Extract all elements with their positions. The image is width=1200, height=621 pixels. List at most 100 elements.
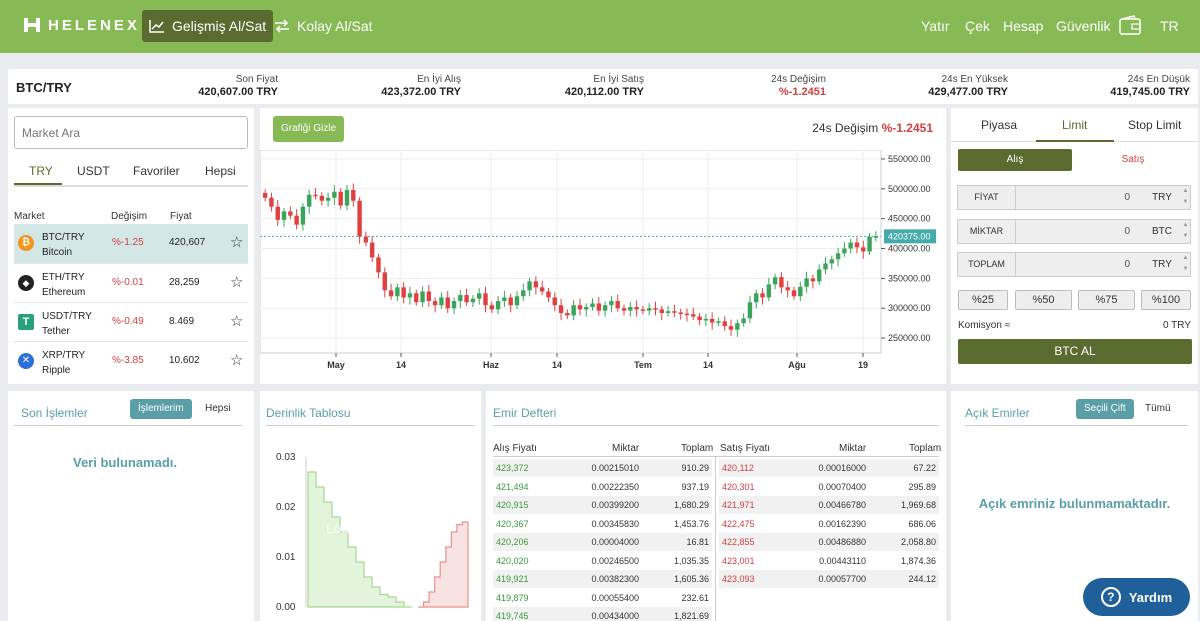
help-button[interactable]: ? Yardım <box>1083 578 1190 616</box>
market-row-xrp-name: XRP/TRY Ripple <box>42 350 86 376</box>
ask-amount: 0.00443110 <box>819 555 866 566</box>
orderbook-ask-row[interactable]: 420,112 0.00016000 67.22 <box>719 459 939 477</box>
market-search-input[interactable] <box>14 116 248 149</box>
total-field-label: TOPLAM <box>958 253 1016 276</box>
market-col-price[interactable]: Fiyat <box>170 211 192 222</box>
orderbook-bid-row[interactable]: 420,206 0.00004000 16.81 <box>493 533 712 551</box>
candle <box>873 231 879 242</box>
language-selector[interactable]: TR <box>1160 18 1179 34</box>
candle <box>754 289 759 309</box>
percent-75-button[interactable]: %75 <box>1078 290 1135 310</box>
candle <box>571 300 576 321</box>
orderbook-bid-row[interactable]: 421,494 0.00222350 937.19 <box>493 478 712 496</box>
orderbook-bid-row[interactable]: 419,879 0.00055400 232.61 <box>493 589 712 607</box>
bid-total: 1,821.69 <box>673 611 709 621</box>
nav-withdraw[interactable]: Çek <box>965 18 990 34</box>
favorite-star-icon[interactable]: ☆ <box>230 352 244 369</box>
orderbook-bid-row[interactable]: 419,921 0.00382300 1,605.36 <box>493 570 712 588</box>
order-type-stop-limit[interactable]: Stop Limit <box>1128 118 1182 132</box>
no-data-text: Veri bulunamadı. <box>72 455 178 470</box>
bid-total: 1,605.36 <box>673 574 709 584</box>
ask-price: 422,475 <box>722 518 755 529</box>
market-row-xrp-change: %-3.85 <box>112 355 144 366</box>
depth-chart[interactable]: 0.03 0.02 0.01 0.00 Loading... <box>260 441 481 621</box>
nav-account[interactable]: Hesap <box>1003 18 1044 34</box>
depth-y-tick-label: 0.03 <box>276 452 296 463</box>
market-row-eth[interactable]: ◆ ETH/TRY Ethereum %-0.01 28,259 ☆ <box>14 263 248 302</box>
orderbook-ask-row[interactable]: 423,001 0.00443110 1,874.36 <box>719 552 939 570</box>
orderbook-ask-row[interactable]: 423,093 0.00057700 244.12 <box>719 570 939 588</box>
amount-stepper[interactable]: ▲ ▼ <box>1182 222 1189 239</box>
bid-amount: 0.00345830 <box>591 518 639 529</box>
candle <box>646 303 652 316</box>
hide-chart-button[interactable]: Grafiği Gizle <box>273 116 344 142</box>
price-stepper[interactable]: ▲ ▼ <box>1182 188 1189 205</box>
candle <box>816 264 822 285</box>
market-row-usdt[interactable]: T USDT/TRY Tether %-0.49 8.469 ☆ <box>14 302 248 341</box>
price-field-label: FİYAT <box>958 186 1016 209</box>
orderbook-bid-row[interactable]: 420,367 0.00345830 1,453.76 <box>493 515 712 533</box>
candle <box>621 304 627 316</box>
buy-btc-button[interactable]: BTC AL <box>958 339 1192 364</box>
orderbook-ask-row[interactable]: 421,971 0.00466780 1,969.68 <box>719 496 939 514</box>
favorite-star-icon[interactable]: ☆ <box>230 234 244 251</box>
candle <box>829 255 834 270</box>
nav-advanced-trade[interactable]: Gelişmiş Al/Sat <box>142 10 274 42</box>
orderbook-panel: Emir Defteri Alış Fiyatı Miktar Toplam S… <box>486 391 946 621</box>
wallet-icon[interactable] <box>1119 15 1141 35</box>
market-tab-favorites[interactable]: Favoriler <box>133 164 180 178</box>
orderbook-bid-row[interactable]: 419,745 0.00434000 1,821.69 <box>493 607 712 621</box>
market-col-change[interactable]: Değişim <box>111 211 148 222</box>
nav-deposit[interactable]: Yatır <box>921 18 950 34</box>
candle <box>382 267 387 298</box>
all-orders-chip[interactable]: Tümü <box>1145 403 1171 414</box>
orderbook-bid-row[interactable]: 423,372 0.00215010 910.29 <box>493 459 712 477</box>
candle <box>420 286 425 308</box>
percent-25-button[interactable]: %25 <box>958 290 1008 310</box>
all-trades-chip[interactable]: Hepsi <box>205 403 231 414</box>
orderbook-bid-row[interactable]: 420,020 0.00246500 1,035.35 <box>493 552 712 570</box>
nav-security[interactable]: Güvenlik <box>1056 18 1111 34</box>
favorite-star-icon[interactable]: ☆ <box>230 274 244 291</box>
candlestick-chart[interactable]: 550000.00 500000.00 450000.00 400000.00 3500… <box>260 150 946 384</box>
price-tag <box>884 229 936 244</box>
buy-tab[interactable]: Alış <box>958 149 1072 171</box>
market-row-usdt-price: 8.469 <box>169 316 195 327</box>
candle <box>810 274 816 289</box>
brand-logo[interactable]: HELENEX <box>22 15 140 35</box>
order-type-limit[interactable]: Limit <box>1062 118 1088 132</box>
market-tab-all[interactable]: Hepsi <box>205 164 236 178</box>
market-row-xrp[interactable]: ✕ XRP/TRY Ripple %-3.85 10.602 ☆ <box>14 341 248 380</box>
orderbook-ask-row[interactable]: 420,301 0.00070400 295.89 <box>719 478 939 496</box>
amount-input[interactable]: 0 <box>1017 220 1136 243</box>
order-type-market[interactable]: Piyasa <box>981 118 1018 132</box>
y-tick-label: 300000.00 <box>888 303 931 313</box>
orderbook-ask-amount-header: Miktar <box>839 443 867 454</box>
bid-amount: 0.00434000 <box>591 611 639 621</box>
ask-amount: 0.00466780 <box>818 500 866 510</box>
orderbook-ask-row[interactable]: 422,855 0.00486880 2,058.80 <box>719 533 939 551</box>
bid-price: 423,372 <box>496 463 529 473</box>
sell-tab[interactable]: Satış <box>1121 154 1145 165</box>
my-trades-chip[interactable]: İşlemlerim <box>130 399 192 419</box>
favorite-star-icon[interactable]: ☆ <box>230 313 244 330</box>
selected-pair-chip[interactable]: Seçili Çift <box>1076 399 1134 419</box>
nav-advanced-trade-label: Gelişmiş Al/Sat <box>172 18 267 34</box>
percent-50-button[interactable]: %50 <box>1015 290 1072 310</box>
percent-100-button[interactable]: %100 <box>1141 290 1191 310</box>
price-input[interactable]: 0 <box>1017 186 1136 209</box>
price-tag-label: 420375.00 <box>888 231 931 241</box>
market-row-btc-change: %-1.25 <box>112 237 144 248</box>
market-col-market[interactable]: Market <box>14 211 45 222</box>
orderbook-ask-row[interactable]: 422,475 0.00162390 686.06 <box>719 515 939 533</box>
total-stepper[interactable]: ▲ ▼ <box>1182 255 1189 272</box>
orderbook-bid-row[interactable]: 420,915 0.00399200 1,680.29 <box>493 496 712 514</box>
market-tab-try[interactable]: TRY <box>29 164 53 178</box>
brand-name: HELENEX <box>48 16 140 34</box>
candle <box>779 272 784 294</box>
market-row-btc[interactable]: ₿ BTC/TRY Bitcoin %-1.25 420,607 ☆ <box>14 224 248 263</box>
market-tab-usdt[interactable]: USDT <box>77 164 110 178</box>
ask-total: 244.12 <box>908 574 936 584</box>
total-input[interactable]: 0 <box>1017 253 1136 276</box>
nav-easy-trade[interactable]: Kolay Al/Sat <box>267 10 380 42</box>
